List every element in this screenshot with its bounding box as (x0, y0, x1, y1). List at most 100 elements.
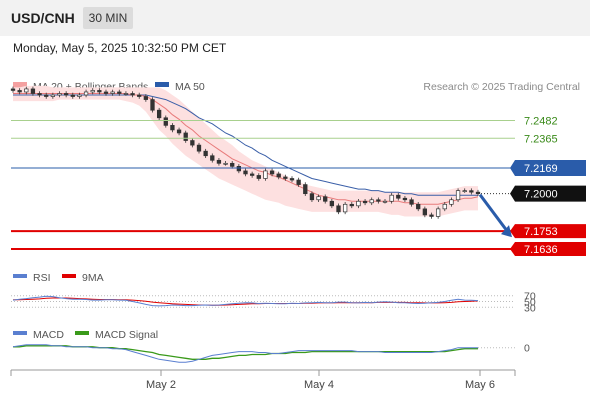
x-tick-label: May 6 (465, 379, 495, 391)
forecast-arrow-head (501, 225, 512, 238)
candle-body (429, 214, 434, 217)
candle-body (163, 117, 168, 126)
candle-body (422, 208, 428, 216)
candle-body (110, 91, 115, 94)
candle-body (256, 175, 261, 179)
candle-body (117, 91, 122, 94)
candle-body (57, 93, 62, 96)
candle-body (103, 91, 109, 94)
candle-body (455, 190, 461, 201)
current-price-label: 7.2000 (524, 189, 558, 201)
legend-ma50: MA 50 (175, 81, 205, 93)
candle-body (130, 93, 135, 96)
candle-body (349, 203, 354, 207)
candle-body (263, 170, 268, 179)
rsi-level-label: 30 (524, 302, 536, 314)
candle-body (283, 176, 288, 179)
resistance-label: 7.2482 (524, 116, 558, 128)
macd-line (12, 344, 478, 363)
rsi-ma-legend-swatch (62, 274, 76, 278)
current-price-tag (510, 185, 586, 202)
candle-body (336, 205, 341, 213)
candle-body (362, 200, 368, 204)
x-tick-label: May 4 (304, 379, 334, 391)
candle-body (369, 199, 374, 204)
candle-body (303, 184, 308, 195)
candle-body (216, 159, 222, 164)
candle-body (416, 203, 421, 210)
symbol-title: USD/CNH (11, 10, 75, 26)
candle-body (137, 94, 142, 97)
forecast-arrow-shaft (478, 193, 510, 234)
candle-body (376, 199, 381, 202)
candle-body (196, 144, 202, 152)
ma20-line (13, 93, 479, 205)
level-lines: 7.2482 7.2365 7.2169 7.1753 7.1636 7.2000 (11, 116, 586, 256)
candle-body (276, 173, 281, 178)
candle-body (83, 91, 89, 96)
macd-signal-line (13, 345, 478, 360)
candle-body (230, 162, 235, 167)
candle-body (356, 200, 361, 207)
candle-body (269, 170, 275, 175)
legend-rsi: RSI (33, 272, 51, 284)
candle-body (435, 208, 441, 217)
candle-body (70, 94, 75, 97)
pivot-label: 7.2169 (524, 163, 558, 175)
rsi-legend-swatch (13, 274, 27, 278)
candle-body (10, 88, 16, 91)
price-panel (10, 85, 481, 219)
credit-text: Research © 2025 Trading Central (423, 81, 580, 93)
candle-body (449, 199, 454, 205)
candle-body (402, 197, 408, 201)
candle-body (323, 196, 328, 202)
macd-signal-legend-swatch (75, 331, 89, 335)
candle-body (442, 203, 447, 210)
candle-body (316, 196, 321, 201)
candle-body (30, 88, 36, 94)
candle-body (24, 88, 29, 93)
candle-body (223, 162, 228, 165)
candle-body (150, 99, 155, 111)
candle-body (396, 194, 401, 199)
legend-macd-signal: MACD Signal (95, 329, 158, 341)
support-label: 7.1753 (524, 226, 558, 238)
candle-body (37, 93, 42, 96)
interval-button[interactable]: 30 MIN (83, 7, 133, 29)
candle-body (462, 190, 467, 192)
candle-body (123, 93, 129, 95)
ma50-legend-swatch (155, 82, 169, 87)
macd-legend-swatch (13, 331, 27, 335)
macd-zero-label: 0 (524, 343, 530, 355)
support-tag (510, 224, 586, 239)
candle-body (389, 194, 394, 202)
candle-body (289, 178, 295, 181)
candle-body (90, 90, 95, 93)
candle-body (190, 140, 195, 146)
macd-panel: 0 (12, 343, 530, 363)
candle-body (183, 132, 188, 141)
candle-body (50, 94, 56, 97)
x-tick-label: May 2 (146, 379, 176, 391)
rsi-level-label: 70 (524, 291, 536, 303)
rsi-level-label: 50 (524, 297, 536, 309)
support-tag (510, 241, 586, 256)
candle-body (63, 93, 69, 96)
support-label: 7.1636 (524, 244, 558, 256)
candle-body (77, 94, 82, 97)
candle-body (342, 203, 348, 213)
candle-body (249, 173, 255, 176)
candle-body (44, 94, 49, 97)
bollinger-band (13, 85, 478, 217)
candle-body (296, 179, 301, 185)
candle-body (203, 150, 208, 157)
timestamp: Monday, May 5, 2025 10:32:50 PM CET (13, 41, 227, 55)
candle-body (156, 109, 162, 119)
legend-macd: MACD (33, 329, 64, 341)
candle-body (329, 200, 335, 207)
candle-body (176, 129, 182, 134)
ma50-line (13, 94, 478, 196)
resistance-label: 7.2365 (524, 133, 558, 145)
